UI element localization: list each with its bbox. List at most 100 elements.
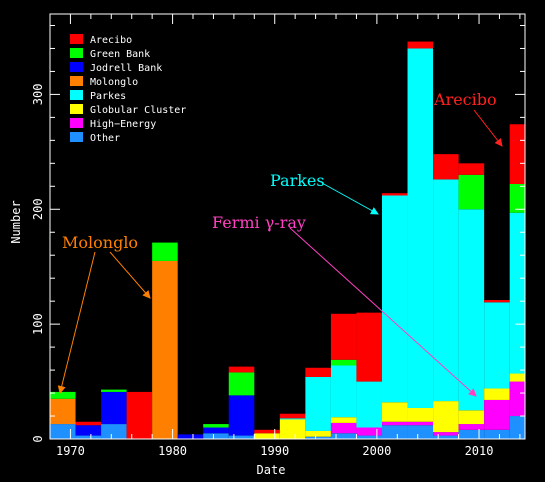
y-tick-label-300: 300 xyxy=(31,84,45,106)
bar-jodrell-bank-1973 xyxy=(101,391,127,425)
annotation-molonglo: Molonglo xyxy=(62,233,138,252)
bar-high-energy-2008 xyxy=(458,424,485,430)
plot-border xyxy=(49,13,526,440)
legend-swatch-jodrell-bank xyxy=(70,62,83,72)
bar-parkes-2008 xyxy=(458,209,485,411)
arrow-arecibo xyxy=(473,109,503,147)
bar-globular-cluster-1995.5 xyxy=(330,417,357,423)
bar-other-1983 xyxy=(203,433,229,439)
bar-high-energy-2010.5 xyxy=(484,399,510,430)
bar-parkes-1990.5 xyxy=(279,418,306,420)
bar-other-2003 xyxy=(407,425,434,439)
legend-label-globular-cluster: Globular Cluster xyxy=(90,105,186,116)
bar-arecibo-1988 xyxy=(254,429,280,434)
legend-swatch-green-bank xyxy=(70,48,83,58)
y-tick-label-100: 100 xyxy=(31,313,45,335)
arrow-molonglo-1978 xyxy=(109,251,151,299)
legend: Arecibo Green Bank Jodrell Bank Molonglo Par… xyxy=(70,34,186,144)
bar-arecibo-2005.5 xyxy=(433,154,459,180)
bar-globular-cluster-1993 xyxy=(305,430,331,437)
bar-arecibo-1993 xyxy=(305,367,331,377)
bar-arecibo-2013 xyxy=(509,124,525,184)
legend-label-arecibo: Arecibo xyxy=(90,35,132,46)
annotation-fermi: Fermi γ-ray xyxy=(212,213,306,232)
bar-jodrell-bank-1985.5 xyxy=(228,395,255,436)
legend-swatch-globular-cluster xyxy=(70,104,83,114)
axes-frame xyxy=(49,13,526,440)
bar-jodrell-bank-1970.5 xyxy=(75,425,102,436)
bar-other-2013 xyxy=(509,416,525,439)
bar-green-bank-1985.5 xyxy=(228,372,255,396)
bar-arecibo-2003 xyxy=(407,41,434,49)
bar-globular-cluster-2003 xyxy=(407,407,434,422)
bar-green-bank-1978 xyxy=(152,242,178,261)
bar-jodrell-bank-1983 xyxy=(203,427,229,434)
bar-other-2008 xyxy=(458,429,485,439)
bar-parkes-2003 xyxy=(407,48,434,408)
bar-arecibo-1970.5 xyxy=(75,421,102,426)
annotation-parkes: Parkes xyxy=(270,171,325,190)
bar-globular-cluster-2010.5 xyxy=(484,388,510,400)
bar-parkes-2013 xyxy=(509,212,525,374)
bar-arecibo-1995.5 xyxy=(330,313,357,360)
bar-arecibo-1975.5 xyxy=(126,391,153,439)
bar-molonglo-1968 xyxy=(50,398,76,425)
bar-green-bank-1983 xyxy=(203,424,229,428)
bar-green-bank-1968 xyxy=(50,391,76,399)
bar-jodrell-bank-1980.5 xyxy=(177,434,204,439)
bar-parkes-2000.5 xyxy=(381,195,408,403)
y-tick-label-0: 0 xyxy=(31,435,45,442)
legend-swatch-other xyxy=(70,132,83,142)
legend-swatch-parkes xyxy=(70,90,83,100)
bar-other-1998 xyxy=(356,435,382,439)
bar-parkes-2005.5 xyxy=(433,179,459,402)
bar-parkes-1998 xyxy=(356,381,382,428)
bar-parkes-2010.5 xyxy=(484,302,510,389)
x-tick-label-2000: 2000 xyxy=(362,444,391,458)
bar-globular-cluster-2000.5 xyxy=(381,402,408,422)
bar-other-1973 xyxy=(101,424,127,439)
bar-high-energy-1995.5 xyxy=(330,422,357,434)
bar-arecibo-2008 xyxy=(458,163,485,175)
bar-high-energy-2005.5 xyxy=(433,432,459,436)
legend-label-parkes: Parkes xyxy=(90,91,126,102)
bar-other-1968 xyxy=(50,424,76,439)
bar-parkes-1993 xyxy=(305,376,331,431)
bar-green-bank-1973 xyxy=(101,389,127,392)
bar-other-2005.5 xyxy=(433,435,459,439)
bar-arecibo-1990.5 xyxy=(279,413,306,419)
bar-high-energy-2013 xyxy=(509,381,525,417)
bars-layer xyxy=(50,41,525,439)
bar-parkes-1995.5 xyxy=(330,365,357,418)
bar-globular-cluster-1988 xyxy=(254,433,280,439)
legend-swatch-molonglo xyxy=(70,76,83,86)
bar-green-bank-2013 xyxy=(509,184,525,213)
legend-label-jodrell-bank: Jodrell Bank xyxy=(90,63,162,74)
y-axis-title: Number xyxy=(9,200,23,243)
bar-globular-cluster-2008 xyxy=(458,410,485,425)
bar-green-bank-1995.5 xyxy=(330,359,357,366)
arrow-molonglo-1970 xyxy=(57,251,96,394)
annotations: Molonglo Parkes Fermi γ-ray Arecibo xyxy=(57,90,503,397)
bar-other-1995.5 xyxy=(330,433,357,439)
bar-globular-cluster-2013 xyxy=(509,373,525,382)
bar-globular-cluster-2005.5 xyxy=(433,401,459,433)
arrow-parkes xyxy=(321,182,379,215)
arrow-fermi xyxy=(289,227,477,397)
bar-other-2010.5 xyxy=(484,429,510,439)
legend-label-high-energy: High−Energy xyxy=(90,119,156,130)
bar-globular-cluster-1990.5 xyxy=(279,419,306,439)
x-axis-title: Date xyxy=(257,463,286,477)
ticks-layer: 1970 1980 1990 2000 2010 0 100 200 300 xyxy=(31,14,525,458)
x-tick-label-1990: 1990 xyxy=(260,444,289,458)
bar-high-energy-1998 xyxy=(356,427,382,436)
legend-swatch-high-energy xyxy=(70,118,83,128)
x-tick-label-1980: 1980 xyxy=(158,444,187,458)
legend-swatch-arecibo xyxy=(70,34,83,44)
legend-label-other: Other xyxy=(90,133,120,144)
bar-arecibo-1998 xyxy=(356,312,382,382)
legend-label-green-bank: Green Bank xyxy=(90,49,150,60)
bar-arecibo-2000.5 xyxy=(381,193,408,196)
bar-green-bank-2008 xyxy=(458,174,485,210)
